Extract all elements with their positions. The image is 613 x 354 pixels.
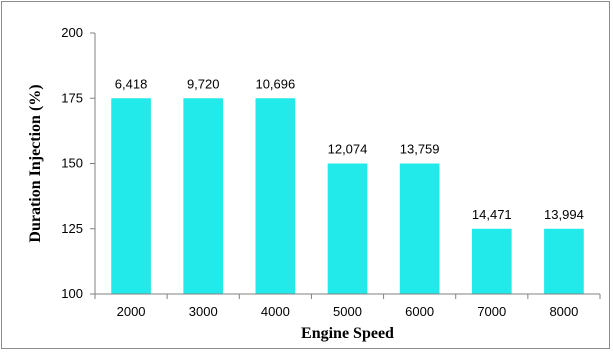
y-tick-label: 200: [61, 25, 83, 40]
bar: [111, 98, 151, 294]
data-label: 12,074: [328, 142, 368, 157]
x-tick-label: 2000: [117, 304, 146, 319]
y-tick-label: 175: [61, 90, 83, 105]
data-label: 10,696: [255, 76, 295, 91]
data-labels: 6,418 9,720 10,696 12,074 13,759 14,471 13,994: [115, 76, 584, 222]
bar: [183, 98, 224, 294]
x-axis-ticks: 2000 3000 4000 5000 6000 7000 8000: [94, 294, 601, 319]
x-tick-label: 7000: [477, 304, 506, 319]
bar: [471, 228, 512, 294]
y-axis-title: Duration Injection (%): [27, 84, 44, 242]
x-tick-label: 3000: [189, 304, 218, 319]
bar: [255, 98, 296, 294]
y-tick-label: 150: [61, 156, 83, 171]
x-tick-label: 5000: [333, 304, 362, 319]
y-tick-label: 125: [61, 221, 83, 236]
x-tick-label: 6000: [405, 304, 434, 319]
x-tick-label: 8000: [549, 304, 578, 319]
bars: [111, 98, 584, 294]
bar: [544, 228, 584, 294]
x-tick-label: 4000: [261, 304, 290, 319]
y-tick-label: 100: [61, 286, 83, 301]
data-label: 13,994: [544, 207, 584, 222]
data-label: 13,759: [400, 142, 440, 157]
bar: [327, 163, 368, 294]
bar: [399, 163, 440, 294]
data-label: 6,418: [115, 76, 148, 91]
data-label: 9,720: [187, 76, 220, 91]
x-axis-title: Engine Speed: [301, 325, 394, 342]
y-axis-ticks: 100 125 150 175 200: [61, 25, 95, 301]
data-label: 14,471: [472, 207, 512, 222]
